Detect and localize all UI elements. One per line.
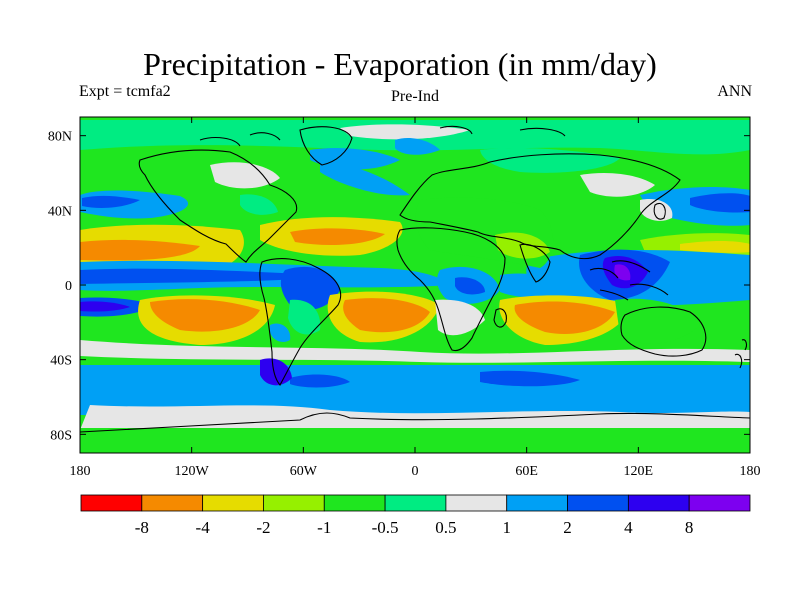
colorbar-label: -0.5: [372, 518, 399, 537]
longitude-axis: 180 120W 60W 0 60E 120E 180: [70, 117, 761, 479]
coastline-indonesia: [589, 260, 669, 301]
lat-tick-label: 0: [65, 279, 72, 294]
colorbar-label: -1: [317, 518, 331, 537]
coastline-north-america: [138, 149, 298, 263]
colorbar-swatch: [627, 494, 690, 512]
period-label: Pre-Ind: [391, 88, 439, 105]
colorbar-label: 4: [624, 518, 633, 537]
colorbar-swatch: [323, 494, 386, 512]
colorbar: -8 -4 -2 -1 -0.5 0.5 1 2 4 8: [80, 494, 751, 537]
coastline-arctic-islands: [199, 125, 566, 147]
colorbar-label: -8: [135, 518, 149, 537]
coastline-new-zealand: [734, 339, 747, 369]
colorbar-label: -2: [256, 518, 270, 537]
lat-tick-label: 40S: [50, 354, 72, 369]
coastlines: [80, 125, 750, 433]
plot-title: Precipitation - Evaporation (in mm/day): [143, 46, 657, 82]
colorbar-swatch: [202, 494, 264, 512]
colorbar-swatch: [567, 494, 629, 512]
coastline-greenland: [299, 126, 353, 166]
colorbar-swatch: [506, 494, 568, 512]
coastline-eurasia: [399, 153, 681, 260]
season-label: ANN: [717, 83, 752, 100]
coastline-japan: [653, 202, 666, 220]
experiment-label: Expt = tcmfa2: [79, 83, 171, 100]
colorbar-label: 2: [563, 518, 572, 537]
coastline-africa: [396, 227, 506, 352]
lat-tick-label: 80N: [48, 130, 72, 145]
colorbar-swatch: [141, 494, 204, 512]
lon-tick-label: 180: [70, 464, 91, 479]
lon-tick-label: 120E: [624, 464, 654, 479]
lon-tick-label: 60W: [290, 464, 318, 479]
lat-tick-label: 80S: [50, 428, 72, 443]
colorbar-label: -4: [196, 518, 211, 537]
coastline-india: [519, 243, 551, 283]
colorbar-swatch: [445, 494, 508, 512]
lon-tick-label: 0: [412, 464, 419, 479]
coastline-south-america: [259, 258, 342, 386]
colorbar-swatch: [688, 494, 751, 512]
precipitation-field: [80, 117, 750, 453]
coastline-australia: [620, 306, 707, 357]
lon-tick-label: 120W: [175, 464, 210, 479]
colorbar-label: 8: [685, 518, 694, 537]
colorbar-swatch: [263, 494, 325, 512]
colorbar-label: 1: [502, 518, 511, 537]
lon-tick-label: 180: [740, 464, 761, 479]
coastline-madagascar: [493, 308, 507, 328]
lat-tick-label: 40N: [48, 204, 72, 219]
colorbar-swatch: [384, 494, 447, 512]
latitude-axis: 80N 40N 0 40S 80S: [48, 130, 750, 443]
coastline-antarctica: [80, 412, 750, 433]
colorbar-label: 0.5: [435, 518, 456, 537]
colorbar-swatch: [80, 494, 143, 512]
lon-tick-label: 60E: [515, 464, 538, 479]
